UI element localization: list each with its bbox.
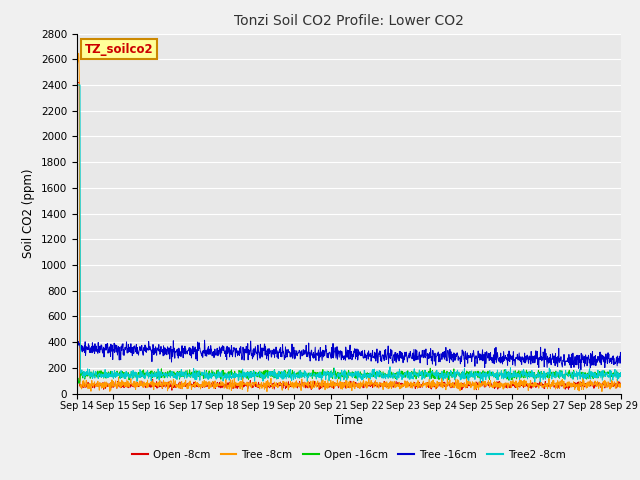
Title: Tonzi Soil CO2 Profile: Lower CO2: Tonzi Soil CO2 Profile: Lower CO2 [234,14,464,28]
X-axis label: Time: Time [334,414,364,427]
Y-axis label: Soil CO2 (ppm): Soil CO2 (ppm) [22,169,35,258]
Legend: Open -8cm, Tree -8cm, Open -16cm, Tree -16cm, Tree2 -8cm: Open -8cm, Tree -8cm, Open -16cm, Tree -… [128,445,570,464]
Text: TZ_soilco2: TZ_soilco2 [85,43,154,56]
